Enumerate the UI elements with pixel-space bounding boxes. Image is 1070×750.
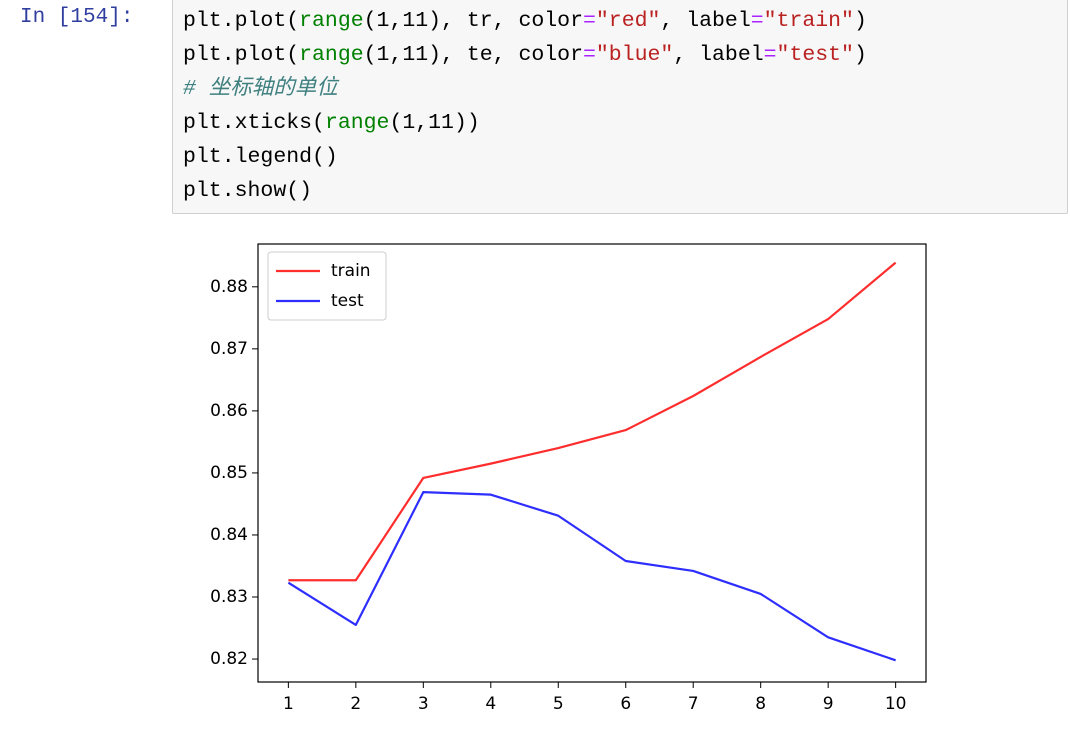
code-token: plt.legend()	[183, 145, 338, 169]
code-line: plt.plot(range(1,11), te, color="blue", …	[183, 38, 1067, 72]
x-tick-label: 3	[418, 694, 429, 714]
legend-label: test	[331, 291, 364, 311]
code-token: (1,11), tr, color	[363, 9, 583, 33]
chart: 0.82 0.83 0.84 0.85 0.86 0.87 0.88 1 2 3 4 5 6 7 8 9 10 t…	[210, 243, 927, 714]
x-tick-label: 10	[885, 694, 907, 714]
series-line	[287, 491, 896, 662]
cell-prompt: In [154]:	[20, 6, 134, 29]
code-line: plt.xticks(range(1,11))	[183, 106, 1067, 140]
code-token: plt.xticks(	[183, 111, 325, 135]
code-token: =	[750, 9, 764, 33]
code-token: # 坐标轴的单位	[183, 77, 338, 101]
code-token: =	[582, 43, 596, 67]
x-tick-label: 7	[688, 694, 699, 714]
code-token: range	[324, 111, 390, 135]
y-tick-label: 0.87	[210, 339, 248, 359]
y-tick-label: 0.84	[210, 525, 248, 545]
code-token: range	[299, 43, 364, 67]
code-line: # 坐标轴的单位	[183, 72, 1067, 106]
code-cell[interactable]: plt.plot(range(1,11), tr, color="red", l…	[172, 0, 1068, 214]
series-line	[288, 261, 897, 582]
code-token: "test"	[776, 43, 854, 67]
code-token: "blue"	[595, 43, 674, 67]
code-token: "train"	[763, 9, 854, 33]
code-line: plt.show()	[183, 174, 1067, 208]
code-token: plt.plot(	[183, 43, 300, 67]
code-token: "red"	[595, 9, 661, 33]
code-token: (1,11))	[389, 111, 480, 135]
legend-box	[267, 251, 387, 321]
x-tick-label: 8	[755, 694, 766, 714]
x-tick-label: 2	[350, 694, 361, 714]
code-token: (1,11), te, color	[363, 43, 583, 67]
y-tick-label: 0.88	[210, 277, 248, 297]
x-tick-label: 5	[553, 694, 564, 714]
x-tick-label: 1	[283, 694, 294, 714]
code-token: )	[853, 9, 867, 33]
code-token: , label	[660, 9, 751, 33]
x-tick-label: 4	[485, 694, 496, 714]
y-tick-label: 0.82	[210, 649, 248, 669]
x-tick-label: 9	[823, 694, 834, 714]
x-tick-label: 6	[620, 694, 631, 714]
plot-frame	[257, 243, 927, 683]
code-line: plt.legend()	[183, 140, 1067, 174]
code-token: , label	[673, 43, 764, 67]
code-token: range	[299, 9, 364, 33]
y-tick-label: 0.83	[210, 587, 248, 607]
code-token: =	[763, 43, 777, 67]
code-token: )	[853, 43, 867, 67]
code-line: plt.plot(range(1,11), tr, color="red", l…	[183, 4, 1067, 38]
y-tick-label: 0.86	[210, 401, 248, 421]
legend-label: train	[331, 261, 371, 281]
y-tick-label: 0.85	[210, 463, 248, 483]
code-token: =	[582, 9, 596, 33]
code-token: plt.show()	[183, 179, 313, 203]
code-token: plt.plot(	[183, 9, 300, 33]
